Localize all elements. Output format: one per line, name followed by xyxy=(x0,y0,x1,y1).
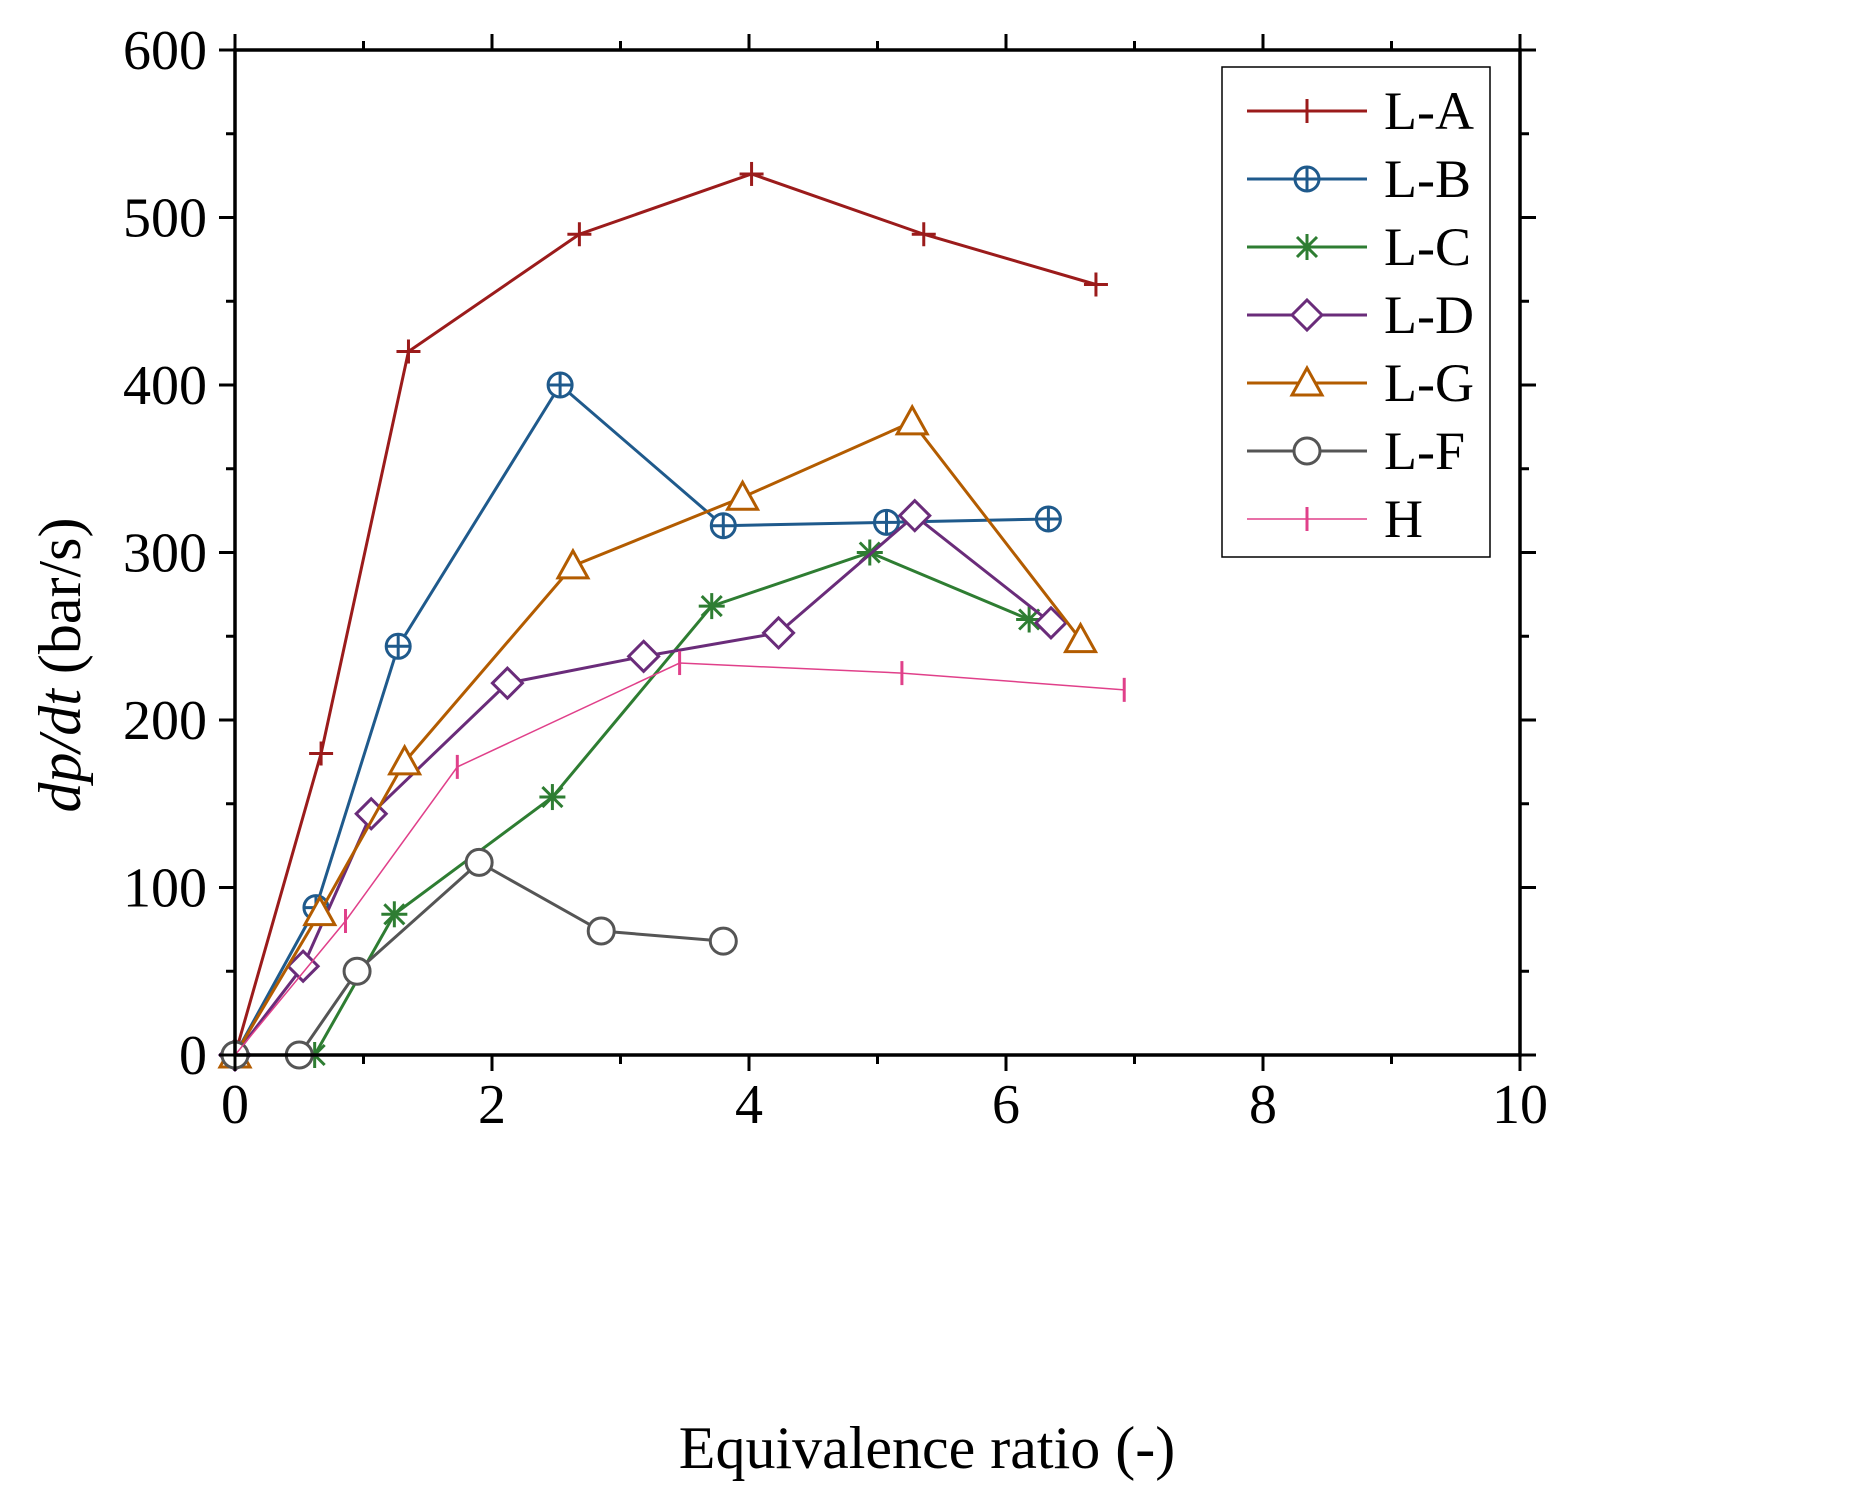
data-point-l-g xyxy=(555,547,591,580)
y-tick-label: 0 xyxy=(179,1025,207,1087)
series-h xyxy=(233,651,1126,1067)
data-point-l-a xyxy=(309,741,334,766)
data-point-l-d xyxy=(1033,605,1069,640)
x-tick-label: 4 xyxy=(735,1074,763,1136)
legend-marker xyxy=(1292,436,1322,466)
y-axis-title-italic: dp/dt xyxy=(27,688,93,813)
data-point-l-b xyxy=(1034,505,1062,533)
data-point-l-c xyxy=(381,901,408,928)
data-point-l-f xyxy=(464,847,494,877)
y-tick-label: 400 xyxy=(123,355,207,417)
data-point-l-a xyxy=(739,161,764,186)
legend: L-A L-B L-C L-D L-G L-F H xyxy=(1221,66,1491,558)
data-point-l-g xyxy=(725,479,761,511)
x-tick-label: 6 xyxy=(992,1074,1020,1136)
series-line-l-d xyxy=(233,513,1052,1056)
data-point-l-d xyxy=(897,498,932,533)
legend-label: L-B xyxy=(1384,149,1471,209)
y-tick-label: 300 xyxy=(123,523,207,585)
data-point-l-f xyxy=(342,956,372,986)
data-point-l-a xyxy=(396,339,421,364)
y-tick-label: 600 xyxy=(123,20,207,82)
legend-item-l-c: L-C xyxy=(1247,217,1471,277)
data-point-l-a xyxy=(1083,272,1108,297)
legend-marker xyxy=(1294,234,1320,260)
data-point-l-d xyxy=(626,639,661,674)
series-l-a xyxy=(223,161,1108,1067)
axis-ticks xyxy=(219,34,1536,1071)
legend-marker xyxy=(1295,99,1319,123)
data-point-l-c xyxy=(1016,606,1043,633)
data-point-l-b xyxy=(546,371,574,399)
x-tick-label: 8 xyxy=(1249,1074,1277,1136)
y-axis-title: dp/dt (bar/s) xyxy=(27,518,93,813)
data-point-l-g xyxy=(387,743,423,776)
data-point-l-f xyxy=(708,926,738,956)
legend-item-l-b: L-B xyxy=(1247,149,1471,209)
legend-label: L-G xyxy=(1384,353,1474,413)
legend-marker xyxy=(1289,297,1325,333)
data-point-l-a xyxy=(567,222,592,247)
series-line-h xyxy=(234,662,1125,1056)
legend-box xyxy=(1221,66,1491,558)
legend-item-l-d: L-D xyxy=(1247,285,1474,345)
plot-area xyxy=(217,161,1126,1073)
legend-label: L-A xyxy=(1384,81,1474,141)
legend-label: L-C xyxy=(1384,217,1471,277)
series-l-d xyxy=(217,498,1069,1073)
data-point-l-d xyxy=(490,666,525,701)
legend-item-l-f: L-F xyxy=(1247,421,1465,481)
data-point-l-g xyxy=(302,894,338,927)
data-point-l-g xyxy=(894,403,930,436)
legend-item-h: H xyxy=(1247,489,1423,549)
data-point-l-a xyxy=(911,222,936,247)
x-tick-label: 0 xyxy=(221,1074,249,1136)
data-point-l-c xyxy=(539,784,566,811)
series-line-l-a xyxy=(233,172,1097,1056)
legend-label: H xyxy=(1384,489,1423,549)
legend-item-l-a: L-A xyxy=(1247,81,1474,141)
x-axis-title: Equivalence ratio (-) xyxy=(679,1415,1175,1481)
data-point-l-b xyxy=(709,512,737,540)
data-point-l-d xyxy=(761,615,796,651)
legend-label: L-D xyxy=(1384,285,1474,345)
series-line-l-b xyxy=(233,382,1049,1056)
legend-label: L-F xyxy=(1384,421,1465,481)
legend-marker xyxy=(1293,165,1321,193)
legend-marker xyxy=(1289,364,1325,397)
data-point-l-f xyxy=(586,916,616,946)
y-axis-title-unit: (bar/s) xyxy=(27,518,93,690)
legend-item-l-g: L-G xyxy=(1247,353,1474,413)
data-point-l-g xyxy=(1062,621,1099,654)
data-point-l-c xyxy=(698,593,725,620)
x-tick-label: 2 xyxy=(478,1074,506,1136)
y-tick-label: 100 xyxy=(123,858,207,920)
x-tick-label: 10 xyxy=(1492,1074,1548,1136)
data-point-l-b xyxy=(384,632,412,660)
y-tick-label: 500 xyxy=(123,188,207,250)
data-point-l-b xyxy=(872,508,900,536)
y-tick-label: 200 xyxy=(123,690,207,752)
